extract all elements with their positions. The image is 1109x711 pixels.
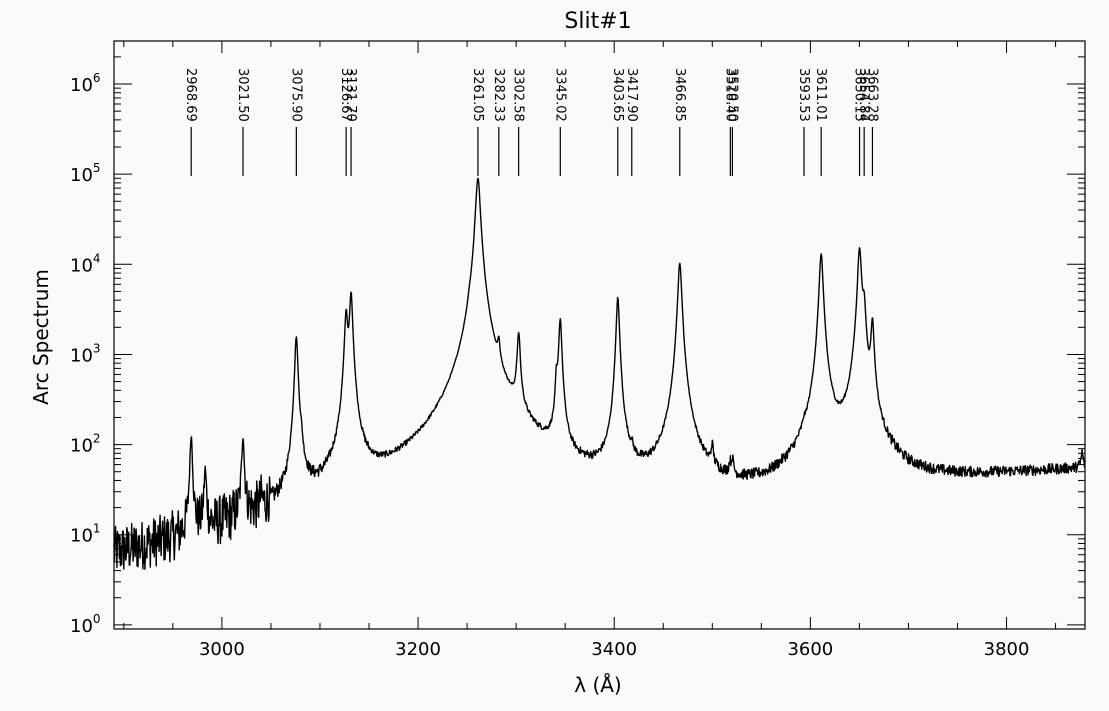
line-marker-label: 3075.90 — [288, 68, 303, 122]
y-tick-label-exponent: 4 — [93, 251, 101, 265]
line-marker-label: 3663.28 — [864, 68, 879, 122]
y-tick-label: 100 — [70, 612, 101, 637]
y-tick-label-base: 10 — [70, 526, 93, 547]
line-marker-label: 3345.02 — [552, 68, 567, 122]
line-marker-label: 3282.33 — [491, 68, 506, 122]
axis-tick-labels: 3000 3200 3400 3600 380010010110210310410510… — [70, 71, 1029, 660]
y-tick-label: 101 — [70, 522, 101, 547]
y-tick-label-exponent: 1 — [93, 522, 101, 536]
spectrum-series-line — [113, 177, 1086, 570]
line-marker-label: 3593.53 — [796, 68, 811, 122]
axis-ticks — [114, 40, 1085, 629]
y-tick-label-exponent: 2 — [93, 432, 101, 446]
line-marker-label: 3302.58 — [511, 68, 526, 122]
x-tick-label: 3200 — [395, 639, 441, 660]
y-tick-label-base: 10 — [70, 255, 93, 276]
y-tick-label: 105 — [70, 161, 101, 186]
line-marker-label: 3520.50 — [724, 68, 739, 122]
y-tick-label-base: 10 — [70, 345, 93, 366]
y-tick-label-exponent: 6 — [93, 71, 101, 85]
x-axis-label: λ (Å) — [574, 673, 621, 697]
line-marker-label: 3131.70 — [343, 68, 358, 122]
line-marker-label: 3126.67 — [338, 68, 353, 122]
line-marker-label: 3261.05 — [470, 68, 485, 122]
line-marker-label: 3021.50 — [235, 68, 250, 122]
line-marker-label: 3417.90 — [624, 68, 639, 122]
line-marker-label: 3650.15 — [852, 68, 867, 122]
y-tick-label-exponent: 5 — [93, 161, 101, 175]
y-tick-label-base: 10 — [70, 75, 93, 96]
chart-title: Slit#1 — [564, 9, 631, 34]
y-tick-label-exponent: 0 — [93, 612, 101, 626]
x-tick-label: 3400 — [591, 639, 637, 660]
y-axis-label: Arc Spectrum — [29, 269, 53, 405]
line-marker-label: 3466.85 — [672, 68, 687, 122]
x-tick-label: 3000 — [199, 639, 245, 660]
y-tick-label: 106 — [70, 71, 101, 96]
y-tick-label: 104 — [70, 251, 101, 276]
y-tick-label-exponent: 3 — [93, 341, 101, 355]
x-tick-label: 3800 — [984, 639, 1030, 660]
line-marker-label: 3611.01 — [813, 68, 828, 122]
y-tick-label-base: 10 — [70, 436, 93, 457]
line-marker-label: 2968.69 — [183, 68, 198, 122]
y-tick-label: 102 — [70, 432, 101, 457]
y-tick-label-base: 10 — [70, 165, 93, 186]
line-marker-label: 3518.40 — [722, 68, 737, 122]
plot-frame — [113, 40, 1086, 630]
y-tick-label-base: 10 — [70, 616, 93, 637]
line-marker-label: 3403.65 — [610, 68, 625, 122]
x-tick-label: 3600 — [787, 639, 833, 660]
line-marker-label: 3654.84 — [856, 68, 871, 122]
y-tick-label: 103 — [70, 341, 101, 366]
